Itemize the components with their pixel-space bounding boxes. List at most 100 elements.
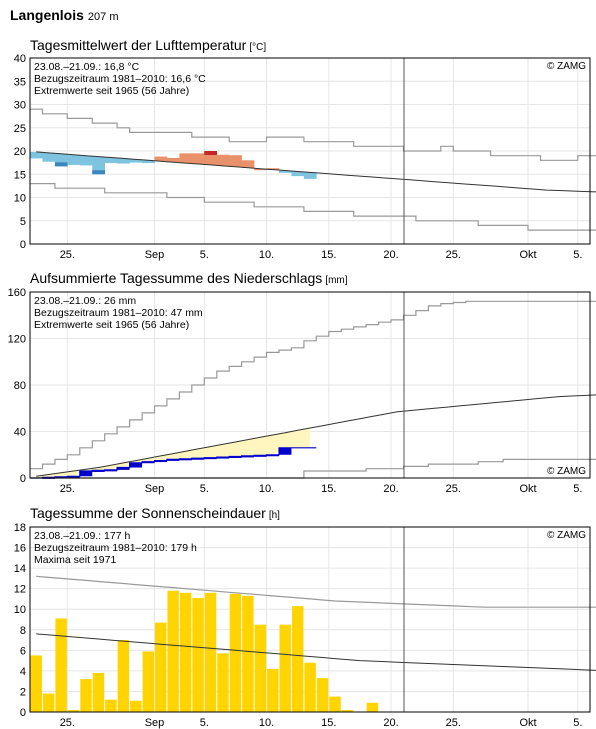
sunshine-bar bbox=[30, 655, 42, 712]
y-tick-label: 10 bbox=[14, 604, 26, 616]
extreme-max-line bbox=[30, 300, 596, 470]
x-tick-label: 25. bbox=[60, 249, 75, 261]
normal-line bbox=[36, 633, 596, 671]
y-tick-label: 10 bbox=[14, 193, 26, 205]
x-tick-label: 10. bbox=[259, 249, 274, 261]
cool-extreme-marker bbox=[92, 170, 105, 175]
info-line-2: Extremwerte seit 1965 (56 Jahre) bbox=[34, 319, 189, 331]
rain-day-bar bbox=[241, 455, 255, 458]
precipitation-unit: [mm] bbox=[325, 275, 348, 286]
sunshine-bar bbox=[291, 606, 304, 712]
y-tick-label: 30 bbox=[14, 100, 26, 112]
rain-day-bar bbox=[191, 458, 205, 460]
sunshine-bar bbox=[329, 696, 341, 712]
rain-day-bar bbox=[67, 476, 80, 478]
rain-day-bar bbox=[179, 458, 192, 461]
rain-deficit-area bbox=[36, 428, 311, 478]
y-tick-label: 15 bbox=[14, 169, 26, 181]
sunshine-bar bbox=[341, 709, 354, 712]
cool-anomaly-bar bbox=[104, 157, 118, 164]
temperature-unit: [°C] bbox=[249, 42, 267, 53]
y-tick-label: 40 bbox=[14, 53, 26, 65]
sunshine-bar bbox=[42, 693, 55, 712]
info-line-1: Bezugszeitraum 1981–2010: 16,6 °C bbox=[34, 73, 206, 85]
x-tick-label: 10. bbox=[259, 717, 274, 729]
x-tick-label: 25. bbox=[446, 483, 461, 495]
y-tick-label: 14 bbox=[14, 563, 26, 575]
panel-2 bbox=[29, 526, 596, 713]
warm-anomaly-bar bbox=[191, 153, 205, 165]
x-tick-label: 20. bbox=[383, 483, 398, 495]
sunshine-bar bbox=[67, 709, 80, 712]
cool-anomaly-bar bbox=[92, 156, 105, 175]
x-tick-label: 5. bbox=[200, 483, 209, 495]
cool-anomaly-bar bbox=[279, 170, 292, 173]
cool-anomaly-bar bbox=[291, 171, 305, 177]
sunshine-bar bbox=[192, 597, 204, 712]
station-altitude: 207 m bbox=[87, 11, 119, 23]
warm-anomaly-bar bbox=[216, 154, 230, 166]
sunshine-bar bbox=[117, 640, 130, 712]
rain-day-bar bbox=[266, 454, 279, 457]
x-tick-label: 20. bbox=[383, 249, 398, 261]
rain-day-bar bbox=[79, 471, 93, 477]
x-tick-label: Okt bbox=[519, 483, 536, 495]
x-tick-label: Okt bbox=[519, 717, 536, 729]
plot-frame bbox=[29, 57, 591, 245]
rain-day-bar bbox=[92, 470, 105, 472]
warm-anomaly-bar bbox=[266, 168, 280, 170]
x-tick-label: 25. bbox=[446, 249, 461, 261]
rain-day-bar bbox=[129, 462, 143, 468]
info-line-1: Bezugszeitraum 1981–2010: 47 mm bbox=[34, 307, 203, 319]
x-tick-label: Okt bbox=[519, 249, 536, 261]
rain-day-bar bbox=[229, 456, 242, 458]
y-tick-label: 18 bbox=[14, 522, 26, 534]
y-tick-label: 0 bbox=[20, 707, 26, 719]
x-tick-label: 15. bbox=[321, 717, 336, 729]
sunshine-bar bbox=[179, 592, 192, 712]
x-tick-label: 5. bbox=[573, 483, 582, 495]
temperature-title-text: Tagesmittelwert der Lufttemperatur bbox=[30, 37, 247, 53]
x-tick-label: Sep bbox=[145, 717, 165, 729]
y-tick-label: 25 bbox=[14, 123, 26, 135]
rain-day-bar bbox=[204, 457, 217, 460]
x-tick-label: 20. bbox=[383, 717, 398, 729]
info-line-0: 23.08.–21.09.: 16,8 °C bbox=[34, 61, 140, 73]
rain-day-bar bbox=[254, 455, 267, 457]
cool-anomaly-bar bbox=[117, 158, 130, 164]
normal-cumulative-line bbox=[36, 394, 596, 477]
cool-anomaly-bar bbox=[129, 159, 143, 163]
sunshine-bar bbox=[254, 624, 267, 712]
cool-anomaly-bar bbox=[79, 155, 93, 166]
maxima-line bbox=[36, 575, 596, 608]
x-tick-label: 5. bbox=[573, 717, 582, 729]
sunshine-bar bbox=[92, 672, 105, 712]
temperature-chart-title: Tagesmittelwert der Lufttemperatur [°C] bbox=[30, 37, 266, 53]
x-tick-label: 10. bbox=[259, 483, 274, 495]
y-tick-label: 80 bbox=[14, 380, 26, 392]
y-tick-label: 16 bbox=[14, 543, 26, 555]
station-header: Langenlois 207 m bbox=[10, 7, 118, 23]
sunshine-unit: [h] bbox=[268, 510, 280, 521]
x-tick-label: 15. bbox=[321, 483, 336, 495]
y-tick-label: 0 bbox=[20, 239, 26, 251]
sunshine-bar bbox=[267, 668, 279, 712]
panel-1 bbox=[29, 291, 596, 479]
x-tick-label: 15. bbox=[321, 249, 336, 261]
cool-extreme-marker bbox=[54, 162, 68, 167]
sunshine-bar bbox=[55, 618, 67, 712]
y-tick-label: 20 bbox=[14, 146, 26, 158]
y-tick-label: 4 bbox=[20, 666, 26, 678]
sunshine-bar bbox=[229, 593, 242, 712]
sunshine-bar bbox=[304, 662, 316, 712]
sunshine-bar bbox=[217, 653, 229, 712]
cool-anomaly-bar bbox=[30, 151, 43, 159]
x-tick-label: 5. bbox=[200, 249, 209, 261]
y-tick-label: 120 bbox=[8, 334, 26, 346]
x-tick-label: 25. bbox=[60, 483, 75, 495]
rain-day-bar bbox=[279, 447, 292, 455]
info-line-1: Bezugszeitraum 1981–2010: 179 h bbox=[34, 542, 197, 554]
y-tick-label: 160 bbox=[8, 287, 26, 299]
warm-anomaly-bar bbox=[154, 156, 168, 162]
